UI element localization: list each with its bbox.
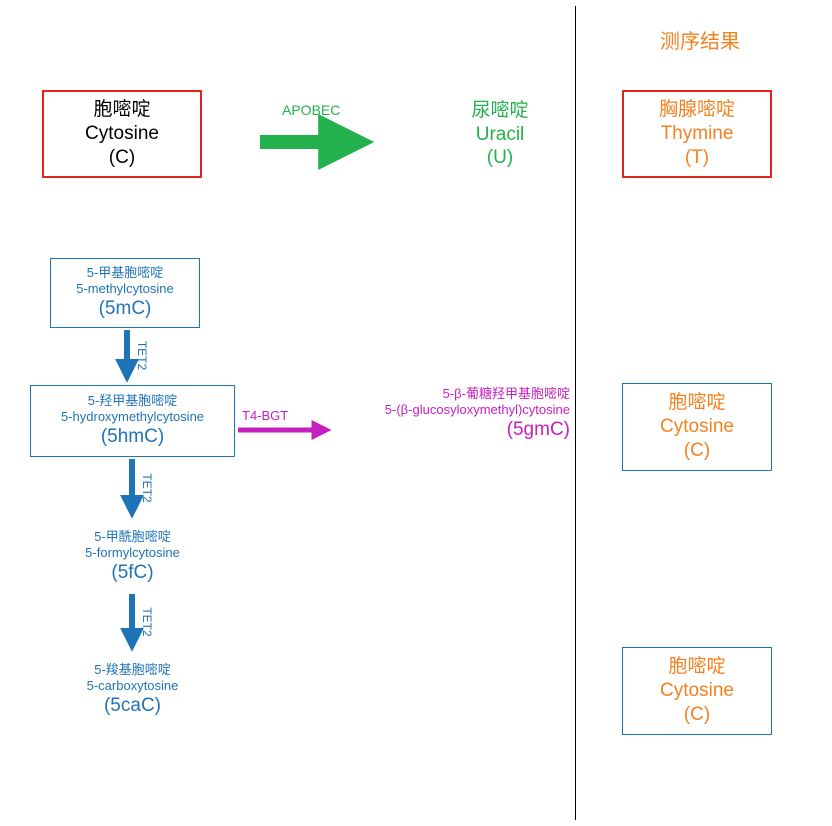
arrow-label-t4bgt: T4-BGT: [242, 408, 288, 424]
arrows-layer: TET2 TET2 TET2: [0, 0, 832, 826]
arrow-label-tet2_a: TET2: [135, 341, 149, 371]
arrow-label-apobec: APOBEC: [282, 102, 340, 120]
arrow-label-tet2_b: TET2: [140, 473, 154, 503]
arrow-label-tet2_c: TET2: [140, 607, 154, 637]
diagram-stage: 测序结果 胞嘧啶Cytosine(C)尿嘧啶Uracil(U)胸腺嘧啶Thymi…: [0, 0, 832, 826]
